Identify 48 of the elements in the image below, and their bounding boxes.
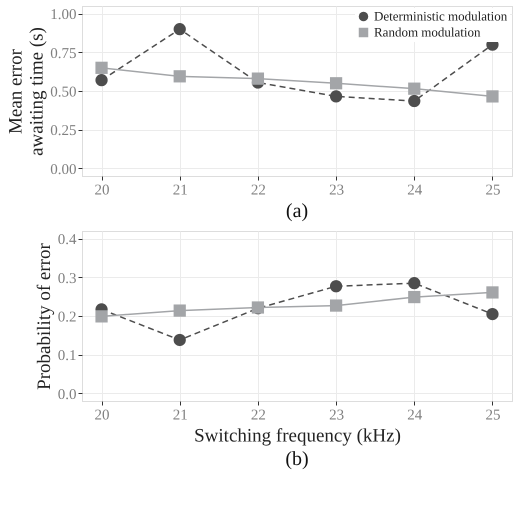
x-tick-label: 21	[172, 408, 188, 424]
point	[95, 74, 108, 86]
y-tick-label: 0.75	[50, 46, 76, 62]
x-tick-label: 23	[329, 408, 344, 424]
point	[486, 286, 499, 299]
point	[330, 280, 342, 292]
y-tick-label: 0.00	[50, 162, 76, 178]
y-tick-label: 0.50	[50, 84, 76, 100]
point	[95, 310, 108, 323]
x-tick-label: 24	[407, 182, 423, 198]
x-tick-label: 22	[250, 182, 266, 198]
y-tick-label: 1.00	[50, 7, 76, 24]
x-tick-label: 20	[94, 182, 110, 198]
y-tick-label: 0.0	[58, 386, 76, 403]
point	[408, 94, 420, 108]
y-tick-label: 0.4	[58, 232, 77, 248]
point	[486, 90, 499, 103]
y-tick-label: 0.2	[58, 310, 76, 326]
x-axis-title: Switching frequency (kHz)	[194, 426, 401, 446]
point	[95, 62, 108, 74]
y-tick-label: 0.3	[58, 270, 76, 287]
legend-label: Random modulation	[374, 24, 482, 40]
x-tick-label: 22	[250, 408, 266, 424]
point	[330, 90, 342, 103]
legend-label: Deterministic modulation	[374, 8, 508, 24]
point	[486, 308, 499, 320]
point	[408, 277, 420, 290]
x-tick-label: 25	[485, 408, 500, 424]
point	[174, 70, 186, 82]
y-axis-title: Mean error awaiting time (s)	[5, 27, 48, 156]
x-tick-label: 20	[94, 408, 110, 424]
x-tick-label: 23	[329, 182, 344, 198]
point	[408, 82, 420, 95]
point	[408, 290, 420, 304]
y-axis-title: Probability of error	[34, 242, 55, 390]
x-tick-label: 25	[485, 182, 500, 198]
text: (b)	[285, 448, 309, 470]
point	[252, 72, 264, 85]
x-tick-label: 24	[407, 408, 423, 424]
point	[174, 23, 186, 36]
point	[174, 334, 186, 346]
x-tick-label: 21	[172, 182, 188, 198]
text: (a)	[286, 200, 308, 222]
point	[330, 77, 342, 90]
point	[174, 304, 186, 317]
point	[330, 299, 342, 312]
y-tick-label: 0.25	[50, 123, 76, 140]
y-tick-label: 0.1	[58, 348, 76, 364]
